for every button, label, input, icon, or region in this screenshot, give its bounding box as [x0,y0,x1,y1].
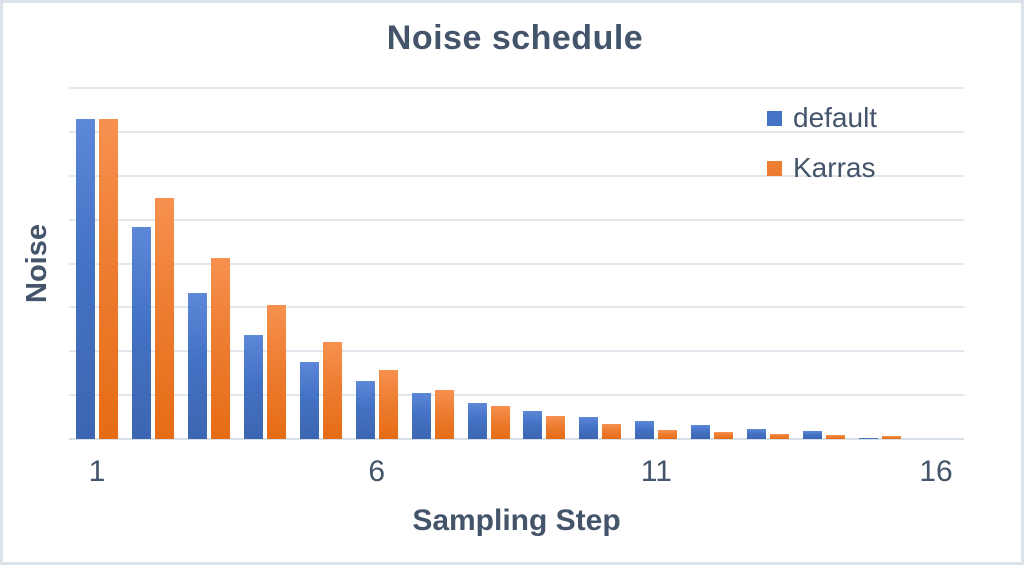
bar-Karras-step-3 [210,258,230,439]
bar-default-step-8 [467,403,487,439]
bar-default-step-1 [75,119,95,439]
legend: default Karras [767,104,877,182]
bar-Karras-step-9 [546,416,566,439]
x-axis-line [69,438,964,440]
bar-default-step-6 [355,381,375,439]
category-slot-3 [181,88,237,439]
y-gridline [69,130,964,133]
bar-default-step-4 [243,335,263,439]
category-slot-11 [628,88,684,439]
bar-Karras-step-14 [826,435,846,439]
y-gridline [69,394,964,397]
category-slot-7 [405,88,461,439]
category-slot-12 [684,88,740,439]
category-slot-4 [237,88,293,439]
y-gridline [69,174,964,177]
bar-Karras-step-6 [378,370,398,439]
y-gridline [69,306,964,309]
bar-Karras-step-15 [882,436,902,439]
bar-default-step-5 [299,362,319,439]
bar-Karras-step-12 [714,432,734,439]
bar-default-step-12 [691,425,711,439]
x-axis-title: Sampling Step [412,504,621,537]
y-gridline [69,87,964,89]
x-tick-label-11: 11 [640,455,672,488]
category-slot-16 [908,88,964,439]
category-slot-10 [572,88,628,439]
plot-area [69,87,964,440]
bar-Karras-step-8 [490,406,510,439]
category-slot-9 [517,88,573,439]
legend-entry-default: default [767,104,877,132]
bar-Karras-step-5 [322,342,342,439]
category-slot-5 [293,88,349,439]
y-gridline [69,218,964,221]
bar-default-step-13 [747,428,767,439]
bar-Karras-step-1 [98,119,118,439]
chart-title: Noise schedule [386,19,644,57]
category-slot-14 [796,88,852,439]
bar-default-step-7 [411,392,431,439]
x-tick-label-1: 1 [88,455,106,488]
x-tick-label-16: 16 [919,455,953,488]
y-axis-title: Noise [20,224,53,303]
bar-default-step-3 [187,292,207,439]
y-axis-title-container: Noise [11,88,63,439]
bar-Karras-step-7 [434,389,454,439]
legend-swatch-karras [767,160,782,176]
legend-label-default: default [793,102,878,133]
bar-slots [69,88,964,439]
bar-default-step-10 [579,417,599,439]
category-slot-6 [349,88,405,439]
category-slot-15 [852,88,908,439]
bar-Karras-step-2 [154,198,174,439]
bar-Karras-step-10 [602,424,622,439]
legend-entry-karras: Karras [767,154,877,182]
category-slot-1 [69,88,125,439]
bar-Karras-step-11 [658,429,678,439]
bar-default-step-11 [635,421,655,439]
y-gridline [69,350,964,353]
bar-default-step-2 [131,227,151,439]
y-gridline [69,262,964,265]
x-axis-ticks: 1 6 11 16 [3,455,1021,495]
legend-label-karras: Karras [793,152,876,183]
legend-swatch-default [767,110,782,126]
category-slot-13 [740,88,796,439]
bar-Karras-step-13 [770,434,790,439]
bar-default-step-15 [859,437,879,439]
bar-Karras-step-4 [266,305,286,439]
bar-default-step-9 [523,410,543,439]
category-slot-8 [461,88,517,439]
bar-default-step-14 [803,431,823,439]
x-tick-label-6: 6 [368,455,385,488]
category-slot-2 [125,88,181,439]
